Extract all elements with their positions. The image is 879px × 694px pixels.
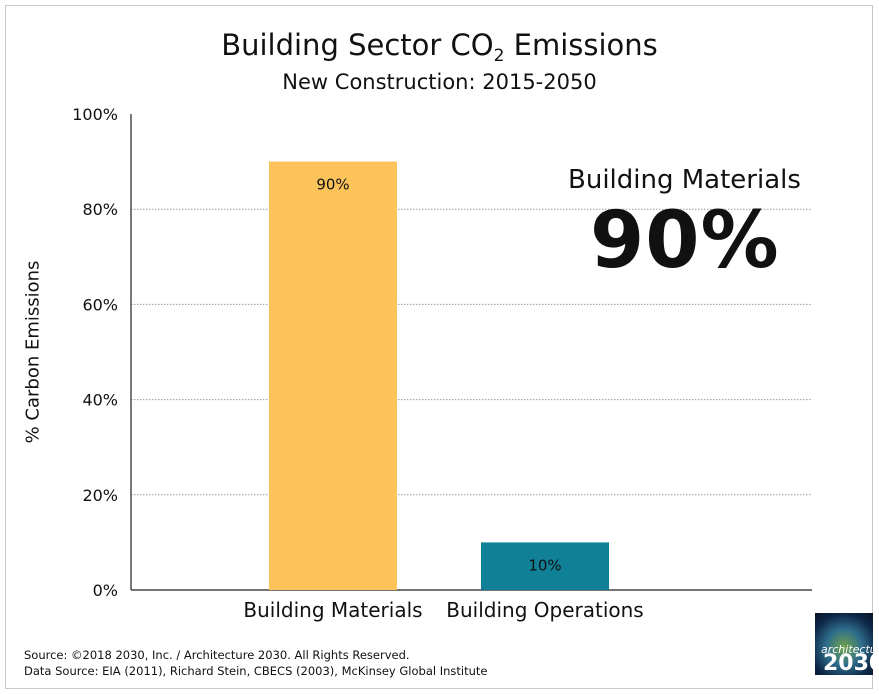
bar-data-label: 10% xyxy=(528,556,561,574)
x-tick-label: Building Operations xyxy=(446,598,643,622)
logo-big-text: 2030 xyxy=(823,651,873,675)
architecture-2030-logo: architecture 2030 xyxy=(815,613,873,675)
logo-small-text: architecture xyxy=(821,643,873,656)
callout-label: Building Materials xyxy=(568,165,801,195)
y-tick-label: 20% xyxy=(82,486,118,505)
y-tick-label: 100% xyxy=(72,105,118,124)
y-tick-label: 40% xyxy=(82,391,118,410)
bar-data-label: 90% xyxy=(316,176,349,194)
callout-value: 90% xyxy=(590,196,780,286)
chart-frame xyxy=(5,5,873,689)
data-source-note: Data Source: EIA (2011), Richard Stein, … xyxy=(24,664,488,678)
x-tick-label: Building Materials xyxy=(243,598,422,622)
chart-subtitle: New Construction: 2015-2050 xyxy=(282,70,597,94)
bar xyxy=(481,542,609,590)
y-tick-label: 80% xyxy=(82,200,118,219)
source-note: Source: ©2018 2030, Inc. / Architecture … xyxy=(24,648,410,662)
bar xyxy=(269,161,397,590)
y-tick-label: 0% xyxy=(93,581,118,600)
y-tick-label: 60% xyxy=(82,295,118,314)
chart-title: Building Sector CO2 Emissions xyxy=(221,28,658,66)
title-subscript: 2 xyxy=(493,46,505,66)
